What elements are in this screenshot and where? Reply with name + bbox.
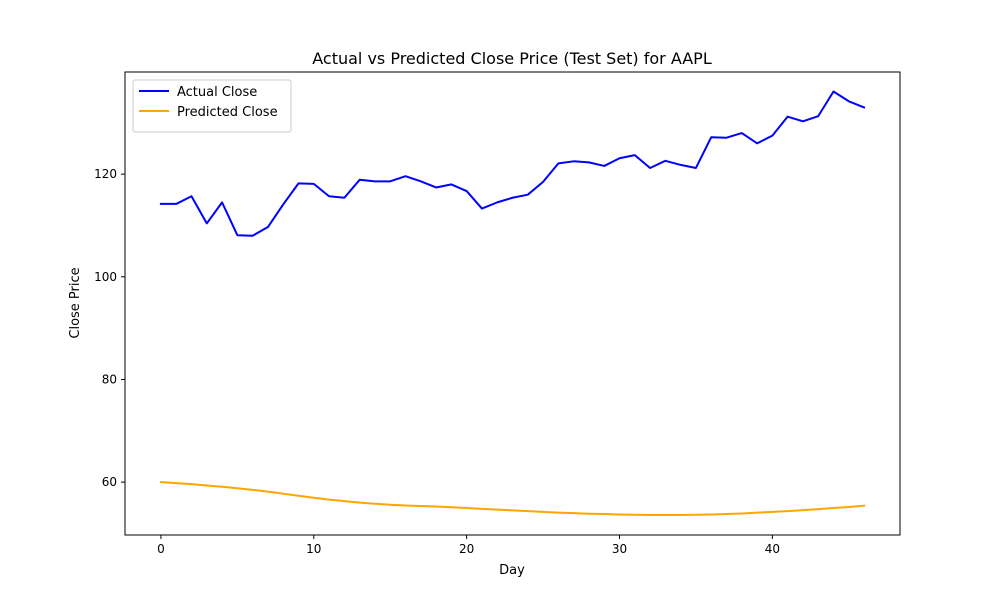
axes-frame (124, 71, 901, 536)
y-tick-label: 60 (102, 475, 117, 489)
x-tick-label: 0 (157, 542, 165, 556)
legend: Actual Close Predicted Close (132, 79, 292, 133)
y-axis-label: Close Price (68, 267, 83, 338)
chart-title: Actual vs Predicted Close Price (Test Se… (312, 49, 712, 68)
legend-label-2: Predicted Close (177, 105, 278, 120)
series-line-1 (159, 90, 866, 237)
legend-label-1: Actual Close (177, 85, 257, 100)
x-tick-label: 20 (459, 542, 474, 556)
legend-box (132, 79, 292, 133)
x-tick-label: 10 (306, 542, 321, 556)
x-tick-label: 30 (612, 542, 627, 556)
y-tick-label: 120 (94, 167, 117, 181)
plot-area: 0 10 20 30 40 60 80 100 120 Actual Close Predicted… (94, 71, 901, 556)
x-tick-label: 40 (765, 542, 780, 556)
series-line-2 (159, 481, 866, 516)
y-tick-label: 80 (102, 372, 117, 386)
y-tick-label: 100 (94, 270, 117, 284)
x-axis-label: Day (499, 563, 525, 578)
